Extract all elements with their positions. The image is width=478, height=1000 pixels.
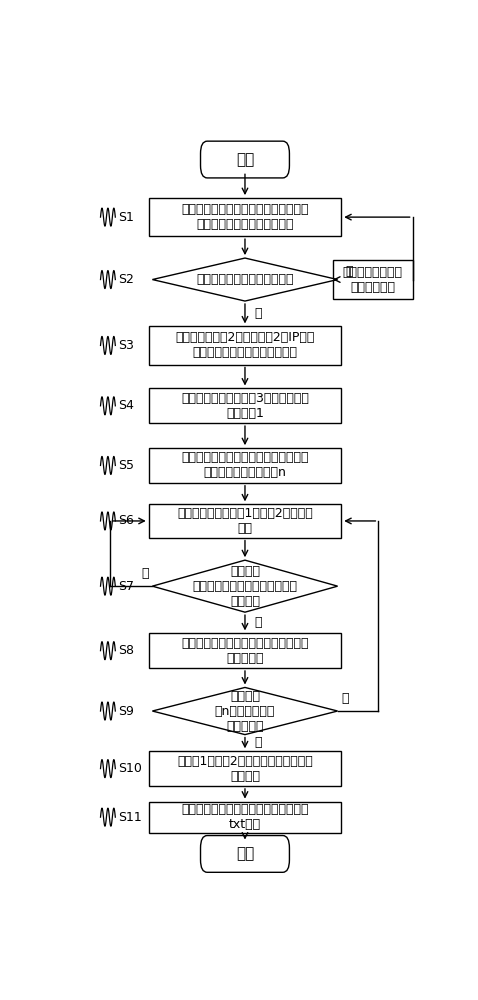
Text: 保存抓包文件到不同的文件夹下，以时
间命名文件: 保存抓包文件到不同的文件夹下，以时 间命名文件 <box>181 637 309 665</box>
Polygon shape <box>152 258 337 301</box>
Text: S2: S2 <box>118 273 134 286</box>
Text: S10: S10 <box>118 762 142 775</box>
Text: S8: S8 <box>118 644 134 657</box>
Text: 否: 否 <box>141 567 149 580</box>
Text: S5: S5 <box>118 459 134 472</box>
Bar <box>149 198 341 236</box>
Text: 是: 是 <box>254 307 262 320</box>
Text: 登录交换机，配置端口3入方向流量镜
像到端口1: 登录交换机，配置端口3入方向流量镜 像到端口1 <box>181 392 309 420</box>
Polygon shape <box>152 687 337 735</box>
Text: 否: 否 <box>345 265 352 278</box>
Bar <box>149 504 341 538</box>
Text: 对网卡1和网卡2抓到的报文文件，进行
一一对比: 对网卡1和网卡2抓到的报文文件，进行 一一对比 <box>177 755 313 783</box>
Text: S4: S4 <box>118 399 134 412</box>
Bar <box>149 326 341 365</box>
Text: 弹出提示，输入内
容不符合要求: 弹出提示，输入内 容不符合要求 <box>343 266 403 294</box>
Text: 结束: 结束 <box>236 846 254 861</box>
Text: S11: S11 <box>118 811 142 824</box>
Text: S6: S6 <box>118 514 134 527</box>
FancyBboxPatch shape <box>200 836 289 872</box>
Bar <box>333 260 413 299</box>
Text: 开始: 开始 <box>236 152 254 167</box>
Text: S9: S9 <box>118 705 134 718</box>
Bar <box>149 802 341 833</box>
FancyBboxPatch shape <box>200 141 289 178</box>
Text: S1: S1 <box>118 211 134 224</box>
Text: 是: 是 <box>254 616 262 629</box>
Text: S7: S7 <box>118 580 134 593</box>
Polygon shape <box>152 560 337 612</box>
Text: 否: 否 <box>341 692 349 705</box>
Bar <box>149 448 341 483</box>
Text: 发送指令到网卡2，配置网卡2的IP地址
与摄像头和交换机在同一个网段: 发送指令到网卡2，配置网卡2的IP地址 与摄像头和交换机在同一个网段 <box>175 331 315 359</box>
Text: 弹出输入框，测试人员输入测试时长，
抓包文件大小，网卡对应关系: 弹出输入框，测试人员输入测试时长， 抓包文件大小，网卡对应关系 <box>181 203 309 231</box>
Text: 判断抓包
文件的大小是否达到测试人员指
定的值？: 判断抓包 文件的大小是否达到测试人员指 定的值？ <box>193 565 297 608</box>
Text: S3: S3 <box>118 339 134 352</box>
Bar <box>149 633 341 668</box>
Text: 是: 是 <box>254 736 262 749</box>
Text: 输入内容是否符合程序校验？: 输入内容是否符合程序校验？ <box>196 273 293 286</box>
Text: 分别发送指令给网卡1和网卡2进行持续
抓包: 分别发送指令给网卡1和网卡2进行持续 抓包 <box>177 507 313 535</box>
Text: 在服务器上登录摄像头，实时查看视频
监控，同时启动计时器n: 在服务器上登录摄像头，实时查看视频 监控，同时启动计时器n <box>181 451 309 479</box>
Bar <box>149 388 341 423</box>
Bar <box>149 751 341 786</box>
Text: 记录不相同的文件名及字节数，保存为
txt文档: 记录不相同的文件名及字节数，保存为 txt文档 <box>181 803 309 831</box>
Text: 判断计时
器n的值是否达到
测试时长？: 判断计时 器n的值是否达到 测试时长？ <box>215 690 275 733</box>
